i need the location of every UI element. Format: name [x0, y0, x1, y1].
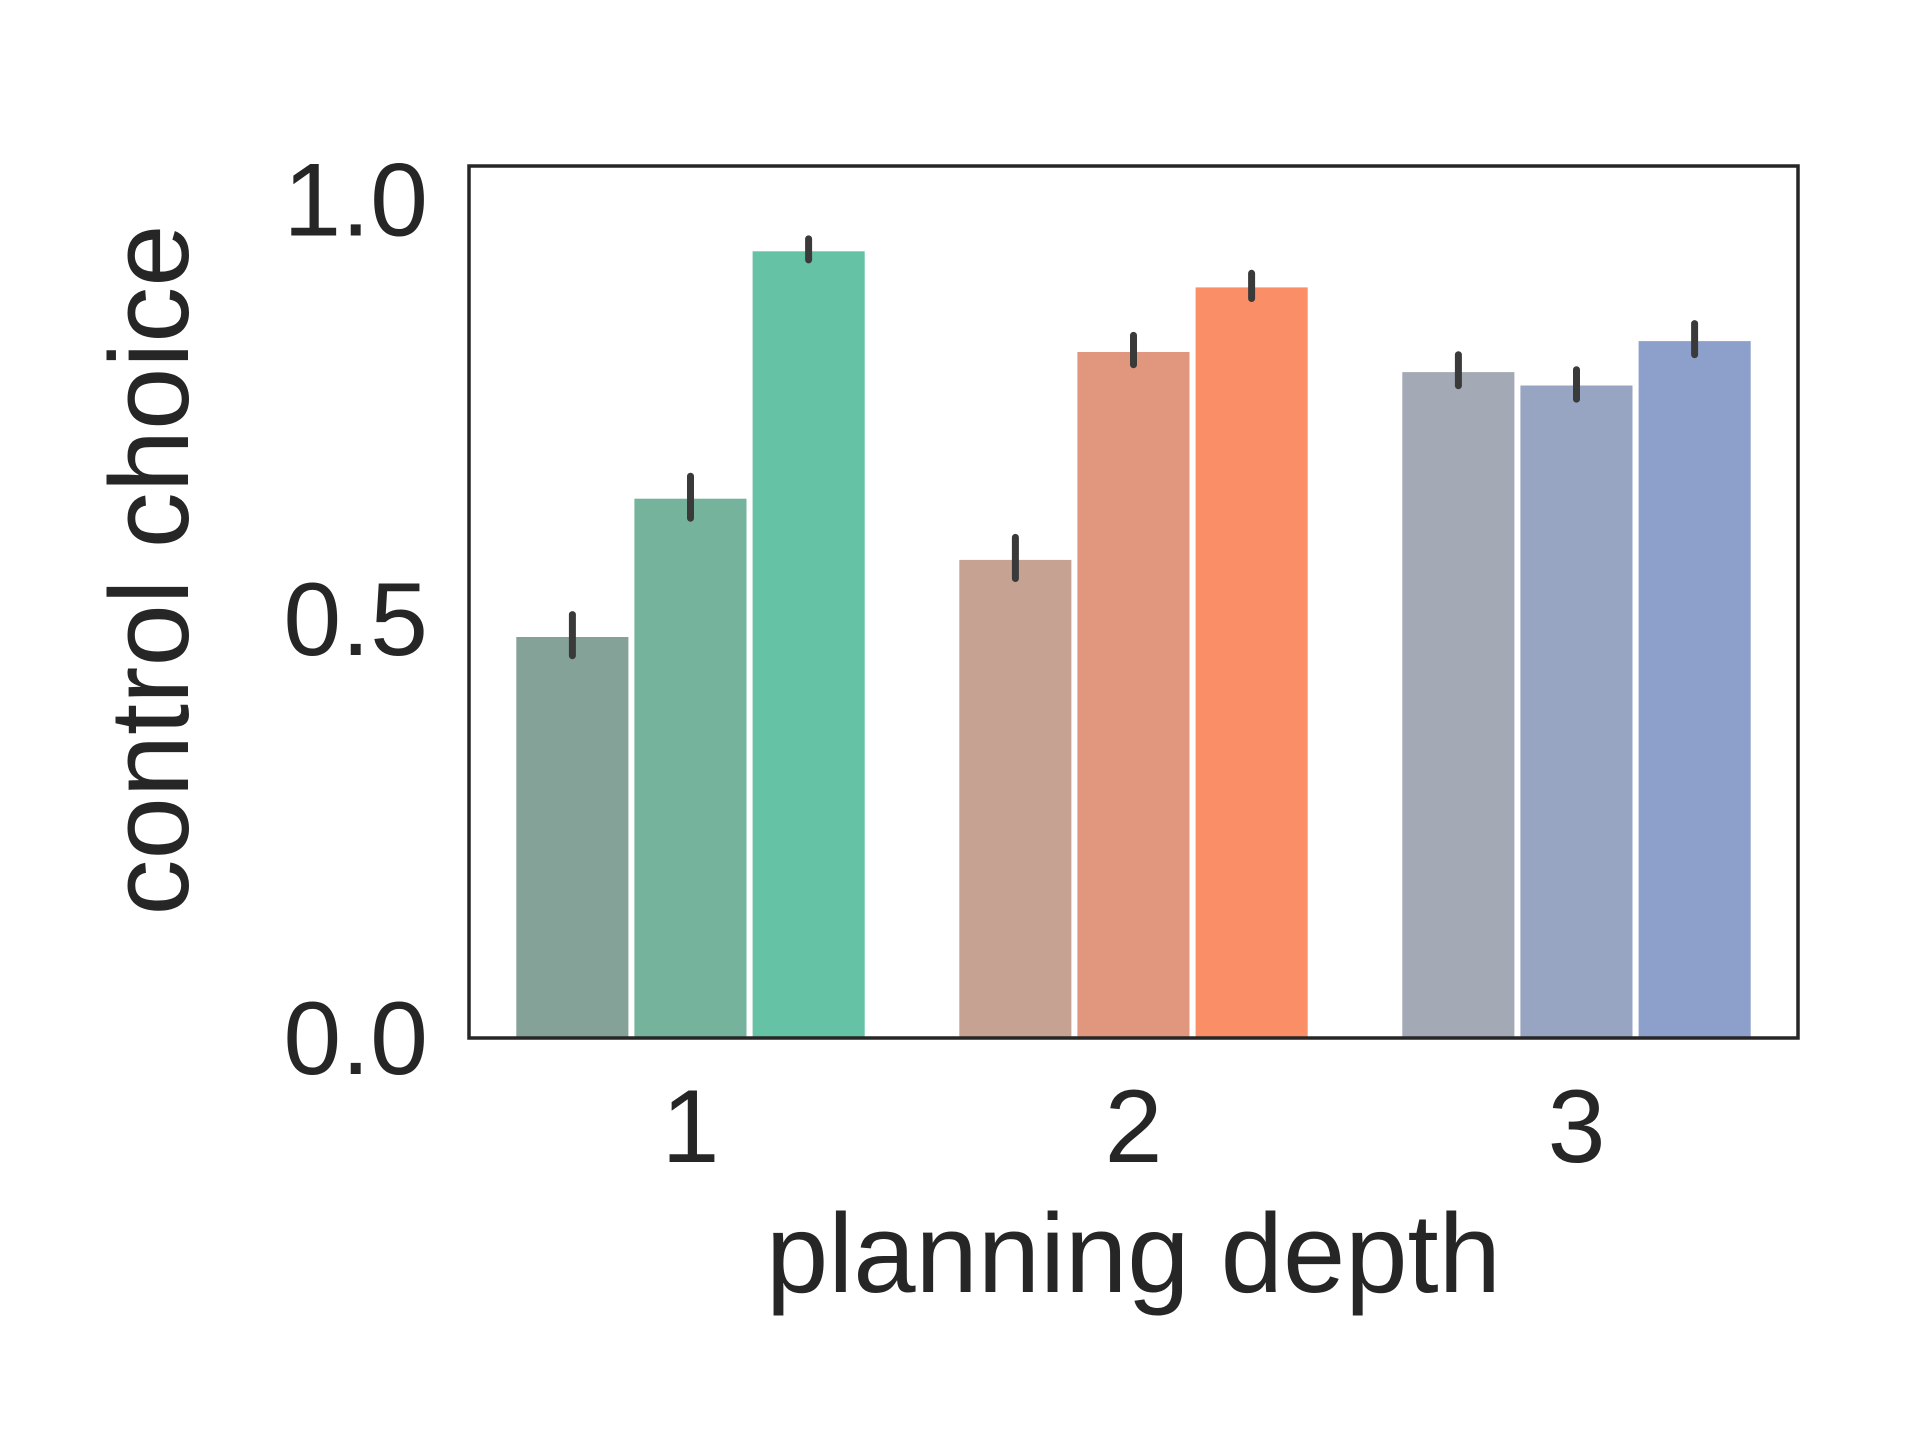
bar-depth-1-3 [749, 248, 868, 1040]
x-tick-labels: 1 2 3 [662, 1069, 1606, 1185]
bar-depth-1-1 [513, 634, 632, 1040]
bars-layer [513, 248, 1754, 1040]
bar-depth-2-1 [956, 556, 1075, 1040]
bar-depth-3-2 [1517, 382, 1636, 1040]
y-tick-label: 1.0 [283, 143, 428, 259]
y-axis-label: control choice [87, 224, 212, 915]
x-tick-label: 1 [662, 1069, 720, 1185]
y-tick-labels: 0.0 0.5 1.0 [283, 143, 428, 1098]
bar-depth-2-2 [1074, 349, 1193, 1040]
bar-depth-2-3 [1192, 284, 1311, 1040]
x-axis-label: planning depth [766, 1191, 1501, 1316]
y-tick-label: 0.5 [283, 562, 428, 678]
bar-depth-1-2 [631, 495, 750, 1040]
y-tick-label: 0.0 [283, 981, 428, 1097]
bar-depth-3-1 [1399, 369, 1518, 1040]
x-tick-label: 2 [1105, 1069, 1163, 1185]
plot-frame [467, 164, 1800, 1040]
x-tick-label: 3 [1548, 1069, 1606, 1185]
error-bars-layer [568, 235, 1699, 660]
bar-depth-3-3 [1635, 338, 1754, 1040]
